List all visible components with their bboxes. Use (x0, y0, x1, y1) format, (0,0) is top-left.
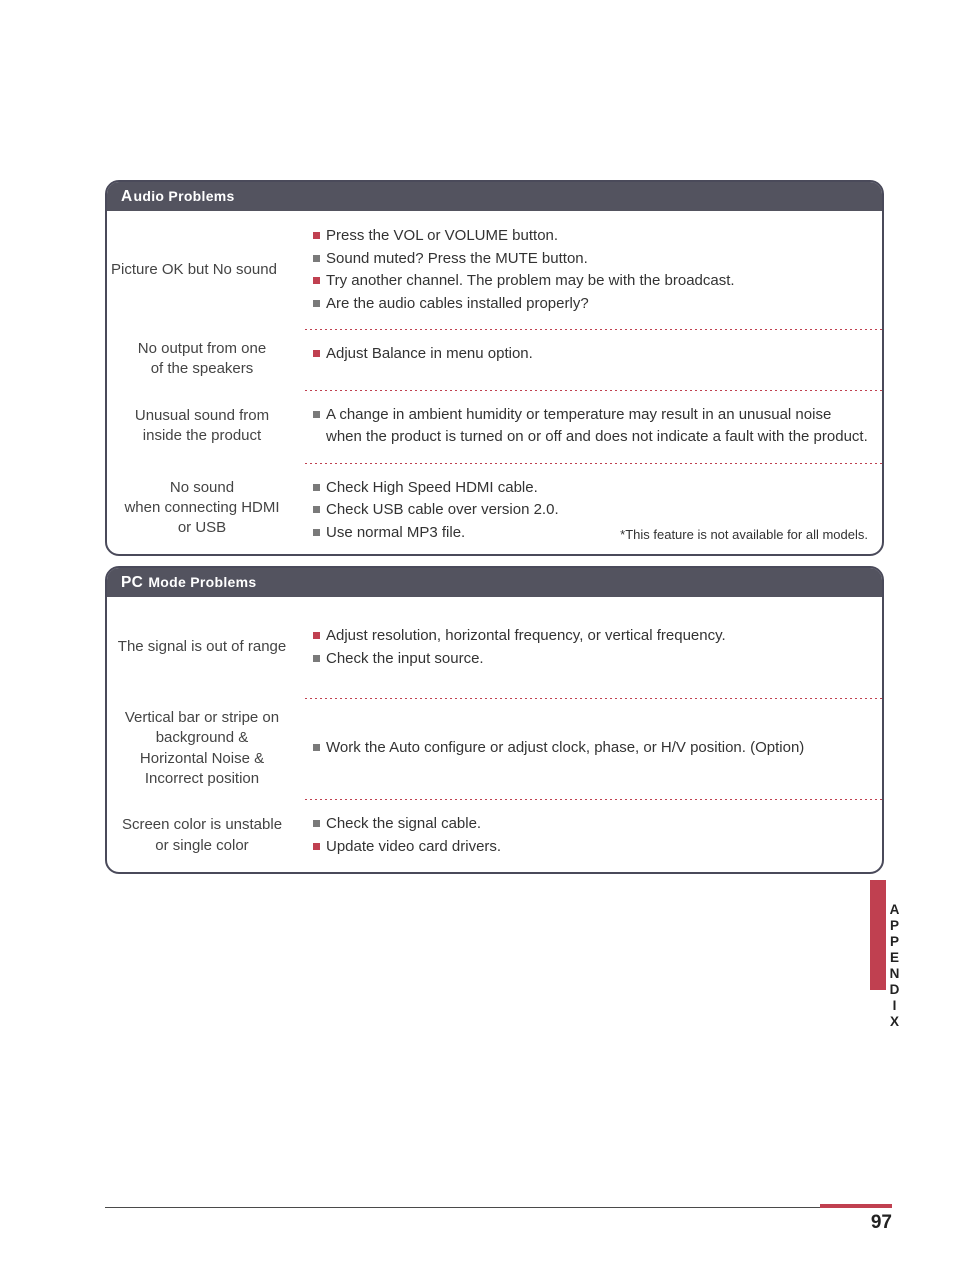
row-label-line: inside the product (143, 427, 261, 444)
table-row: No output from one of the speakers Adjus… (107, 329, 882, 390)
item-text: Sound muted? Press the MUTE button. (326, 248, 588, 271)
item-text: Adjust resolution, horizontal frequency,… (326, 625, 726, 648)
row-items: Check High Speed HDMI cable. Check USB c… (305, 463, 882, 555)
panel-title-pc-b: Mode Problems (144, 574, 256, 590)
item-text: Press the VOL or VOLUME button. (326, 225, 558, 248)
row-label-line: No sound (170, 479, 234, 496)
bullet-icon (313, 744, 320, 751)
bullet-icon (313, 484, 320, 491)
bullet-icon (313, 655, 320, 662)
page-number: 97 (871, 1212, 892, 1234)
table-row: Unusual sound from inside the product A … (107, 390, 882, 463)
panel-pc: PC Mode Problems The signal is out of ra… (105, 566, 884, 874)
table-row: Screen color is unstable or single color… (107, 799, 882, 872)
row-label-line: Incorrect position (145, 770, 259, 787)
row-items: Adjust resolution, horizontal frequency,… (305, 597, 882, 698)
row-label-line: Vertical bar or stripe on (125, 709, 279, 726)
list-item: Update video card drivers. (313, 836, 870, 859)
panel-title-audio-a: A (121, 188, 133, 205)
bullet-icon (313, 232, 320, 239)
list-item: A change in ambient humidity or temperat… (313, 404, 870, 449)
panel-header-pc: PC Mode Problems (107, 568, 882, 597)
item-text: Check the signal cable. (326, 813, 481, 836)
row-label: No output from one of the speakers (107, 329, 305, 390)
item-text: Try another channel. The problem may be … (326, 270, 735, 293)
row-label-line: or single color (155, 837, 248, 854)
list-item: Sound muted? Press the MUTE button. (313, 248, 870, 271)
item-text: A change in ambient humidity or temperat… (326, 404, 870, 449)
row-label-text: No output from one of the speakers (138, 339, 266, 380)
bullet-icon (313, 843, 320, 850)
row-label: Unusual sound from inside the product (107, 390, 305, 463)
row-label: Screen color is unstable or single color (107, 799, 305, 872)
table-row: No sound when connecting HDMI or USB Che… (107, 463, 882, 555)
list-item: Are the audio cables installed properly? (313, 293, 870, 316)
bullet-icon (313, 350, 320, 357)
item-text: Check USB cable over version 2.0. (326, 499, 559, 522)
page-footer-accent (820, 1204, 892, 1208)
row-items: Check the signal cable. Update video car… (305, 799, 882, 872)
row-label-line: Horizontal Noise & (140, 750, 264, 767)
bullet-icon (313, 411, 320, 418)
bullet-icon (313, 277, 320, 284)
row-items: Adjust Balance in menu option. (305, 329, 882, 390)
row-label-line: Picture OK but No sound (111, 260, 277, 280)
table-row: Vertical bar or stripe on background & H… (107, 698, 882, 799)
row-label-line: of the speakers (151, 360, 254, 377)
row-label: No sound when connecting HDMI or USB (107, 463, 305, 555)
panel-title-audio-b: udio Problems (134, 188, 235, 204)
row-label-text: Vertical bar or stripe on background & H… (125, 708, 279, 789)
row-label-text: Unusual sound from inside the product (135, 406, 269, 447)
table-row: Picture OK but No sound Press the VOL or… (107, 211, 882, 329)
bullet-icon (313, 255, 320, 262)
bullet-icon (313, 632, 320, 639)
item-text: Update video card drivers. (326, 836, 501, 859)
panel-header-audio: Audio Problems (107, 182, 882, 211)
list-item: Check USB cable over version 2.0. (313, 499, 870, 522)
bullet-icon (313, 506, 320, 513)
row-items: Work the Auto configure or adjust clock,… (305, 698, 882, 799)
row-label: Vertical bar or stripe on background & H… (107, 698, 305, 799)
item-text: Work the Auto configure or adjust clock,… (326, 737, 804, 760)
row-label-line: or USB (178, 519, 226, 536)
page-footer-rule (105, 1207, 892, 1208)
item-text: Adjust Balance in menu option. (326, 343, 533, 366)
row-items: A change in ambient humidity or temperat… (305, 390, 882, 463)
row-label-text: No sound when connecting HDMI or USB (124, 478, 279, 539)
panel-audio: Audio Problems Picture OK but No sound P… (105, 180, 884, 556)
row-label-line: Unusual sound from (135, 407, 269, 424)
row-label-line: Screen color is unstable (122, 816, 282, 833)
row-label-line: No output from one (138, 340, 266, 357)
table-row: The signal is out of range Adjust resolu… (107, 597, 882, 698)
bullet-icon (313, 820, 320, 827)
panel-title-pc-a: PC (121, 574, 143, 591)
page: Audio Problems Picture OK but No sound P… (0, 0, 954, 1272)
list-item: Check High Speed HDMI cable. (313, 477, 870, 500)
list-item: Adjust resolution, horizontal frequency,… (313, 625, 870, 648)
list-item: Press the VOL or VOLUME button. (313, 225, 870, 248)
side-index-label: APPENDIX (887, 902, 902, 1030)
row-label-line: background & (156, 729, 249, 746)
side-index-tab (870, 880, 886, 990)
row-label: The signal is out of range (107, 597, 305, 698)
row-label-text: Screen color is unstable or single color (122, 815, 282, 856)
row-label: Picture OK but No sound (107, 211, 305, 329)
list-item: Check the input source. (313, 648, 870, 671)
list-item: Try another channel. The problem may be … (313, 270, 870, 293)
list-item: Work the Auto configure or adjust clock,… (313, 737, 804, 760)
row-label-line: when connecting HDMI (124, 499, 279, 516)
item-text: Are the audio cables installed properly? (326, 293, 589, 316)
item-text: Check High Speed HDMI cable. (326, 477, 538, 500)
panel-rows-audio: Picture OK but No sound Press the VOL or… (107, 211, 882, 554)
panel-rows-pc: The signal is out of range Adjust resolu… (107, 597, 882, 872)
list-item: Adjust Balance in menu option. (313, 343, 870, 366)
row-items: Press the VOL or VOLUME button. Sound mu… (305, 211, 882, 329)
item-text: Use normal MP3 file. (326, 522, 465, 545)
bullet-icon (313, 300, 320, 307)
row-label-line: The signal is out of range (118, 637, 286, 657)
item-text: Check the input source. (326, 648, 484, 671)
row-note: *This feature is not available for all m… (620, 525, 868, 545)
bullet-icon (313, 529, 320, 536)
list-item: Check the signal cable. (313, 813, 870, 836)
